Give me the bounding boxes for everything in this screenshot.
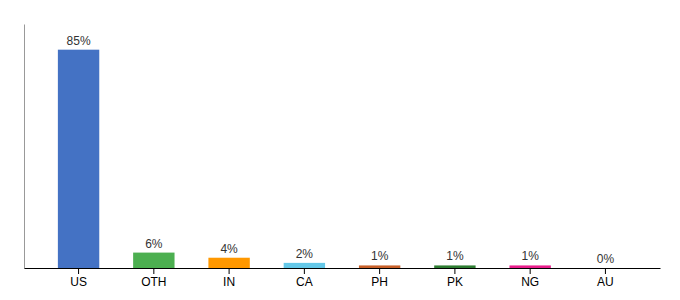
bar	[434, 265, 475, 268]
x-tick-label: IN	[223, 275, 235, 289]
x-tick-mark	[229, 268, 230, 274]
data-label: 1%	[521, 249, 539, 263]
x-tick-mark	[605, 268, 606, 274]
x-tick-label: NG	[521, 275, 539, 289]
x-tick-mark	[78, 268, 79, 274]
x-axis-line	[25, 268, 661, 269]
bar	[585, 268, 626, 269]
x-tick-mark	[153, 268, 154, 274]
data-label: 1%	[446, 249, 464, 263]
bar	[208, 258, 249, 268]
data-label: 2%	[296, 247, 314, 261]
x-tick-mark	[530, 268, 531, 274]
x-tick: PH	[371, 268, 388, 289]
data-label: 1%	[371, 249, 389, 263]
y-axis-line	[24, 25, 25, 269]
x-tick: US	[70, 268, 87, 289]
x-tick-label: AU	[597, 275, 614, 289]
x-tick: PK	[447, 268, 463, 289]
x-tick: OTH	[141, 268, 166, 289]
x-tick-label: PK	[447, 275, 463, 289]
x-tick-mark	[454, 268, 455, 274]
x-tick-label: OTH	[141, 275, 166, 289]
data-label: 6%	[145, 237, 163, 251]
bars	[58, 50, 551, 268]
bar	[509, 265, 550, 268]
x-tick-label: CA	[296, 275, 313, 289]
data-label: 0%	[597, 252, 615, 266]
x-tick-label: PH	[371, 275, 388, 289]
data-label: 85%	[67, 34, 91, 48]
data-label: 4%	[220, 242, 238, 256]
bar	[58, 50, 99, 268]
x-tick: NG	[521, 268, 539, 289]
x-tick: CA	[296, 268, 313, 289]
x-axis: US OTH IN CA PH PK NG AU	[25, 268, 661, 289]
x-tick-label: US	[70, 275, 87, 289]
plot: US OTH IN CA PH PK NG AU 85% 6% 4% 2% 1% 1% 1% 0%	[25, 25, 661, 289]
bar	[284, 263, 325, 268]
x-tick-mark	[304, 268, 305, 274]
data-labels: 85% 6% 4% 2% 1% 1% 1% 0%	[67, 34, 615, 266]
x-tick: AU	[597, 268, 614, 289]
y-axis	[24, 25, 25, 269]
chart: US OTH IN CA PH PK NG AU 85% 6% 4% 2% 1% 1% 1% 0%	[0, 0, 680, 300]
bar	[133, 253, 174, 268]
bar	[359, 265, 400, 268]
x-tick: IN	[223, 268, 235, 289]
x-tick-mark	[379, 268, 380, 274]
